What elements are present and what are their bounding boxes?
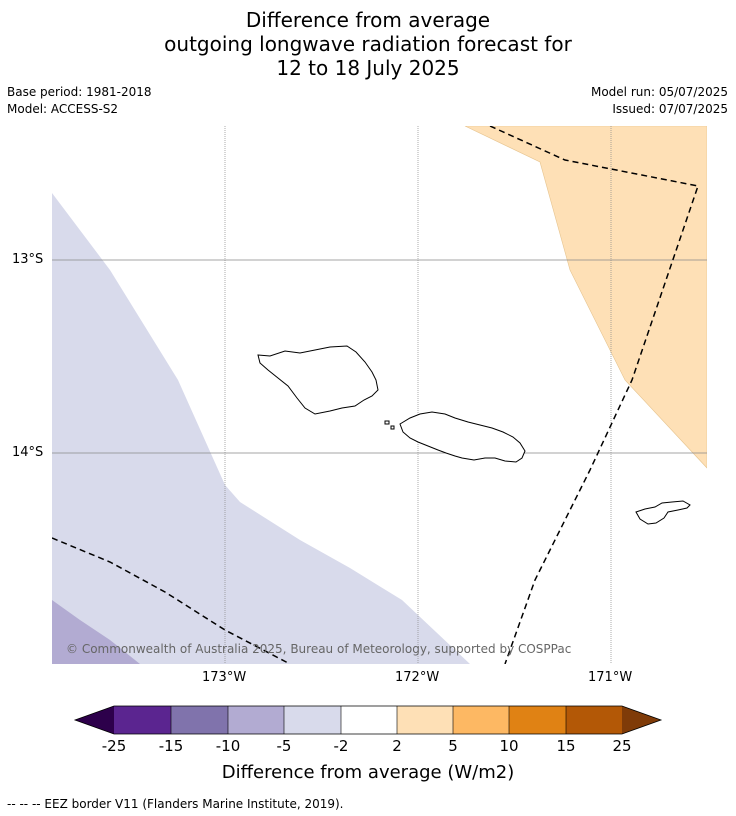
island-savaii [257, 345, 379, 415]
lat-label-14s: 14°S [12, 445, 44, 460]
colorbar-extend-high [622, 706, 661, 734]
base-period: Base period: 1981-2018 [7, 85, 152, 99]
title-line-2: outgoing longwave radiation forecast for [164, 32, 572, 56]
colorbar [73, 705, 663, 735]
eez-border-east [489, 126, 699, 664]
footnote-eez: -- -- -- EEZ border V11 (Flanders Marine… [7, 797, 344, 811]
island-manono [384, 420, 390, 425]
eez-border-southwest [52, 537, 291, 664]
colorbar-outline [73, 705, 663, 735]
colorbar-bin [341, 706, 397, 734]
model-name: Model: ACCESS-S2 [7, 102, 119, 116]
colorbar-label: 15 [556, 737, 576, 755]
eez-border [52, 126, 699, 664]
issued-date: Issued: 07/07/2025 [612, 102, 728, 116]
metadata-right: Model run: 05/07/2025 Issued: 07/07/2025 [591, 84, 728, 118]
colorbar-bin [228, 706, 284, 734]
island-upolu [399, 411, 526, 463]
colorbar-bin [114, 706, 171, 734]
colorbar-bin [284, 706, 341, 734]
colorbar-bin [453, 706, 509, 734]
island-tutuila [635, 500, 691, 525]
colorbar-label: -5 [276, 737, 292, 755]
metadata-left: Base period: 1981-2018 Model: ACCESS-S2 [7, 84, 152, 118]
title-line-1: Difference from average [245, 8, 491, 32]
colorbar-bin [397, 706, 453, 734]
colorbar-label: 10 [499, 737, 519, 755]
title-line-3: 12 to 18 July 2025 [276, 56, 460, 80]
colorbar-bin [509, 706, 566, 734]
anomaly-region-weak-positive [464, 126, 707, 469]
colorbar-label: -10 [215, 737, 241, 755]
lon-label-172w: 172°W [395, 670, 440, 685]
anomaly-region-weak-negative [52, 193, 470, 664]
model-run: Model run: 05/07/2025 [590, 85, 728, 99]
lon-label-173w: 173°W [202, 670, 247, 685]
copyright-text: © Commonwealth of Australia 2025, Bureau… [66, 642, 571, 656]
lat-label-13s: 13°S [12, 252, 44, 267]
colorbar-label: 2 [392, 737, 402, 755]
colorbar-label: 25 [612, 737, 632, 755]
islands [257, 345, 691, 525]
colorbar-label: -2 [333, 737, 349, 755]
colorbar-title: Difference from average (W/m2) [221, 762, 515, 783]
colorbar-bin [171, 706, 228, 734]
colorbar-label: 5 [448, 737, 458, 755]
colorbar-bin [566, 706, 622, 734]
lon-label-171w: 171°W [588, 670, 633, 685]
anomaly-region-moderate-negative [52, 600, 140, 664]
colorbar-label: -25 [101, 737, 127, 755]
colorbar-label: -15 [158, 737, 184, 755]
island-apolima [390, 425, 395, 430]
colorbar-extend-low [75, 706, 114, 734]
map-area: © Commonwealth of Australia 2025, Bureau… [52, 126, 707, 664]
